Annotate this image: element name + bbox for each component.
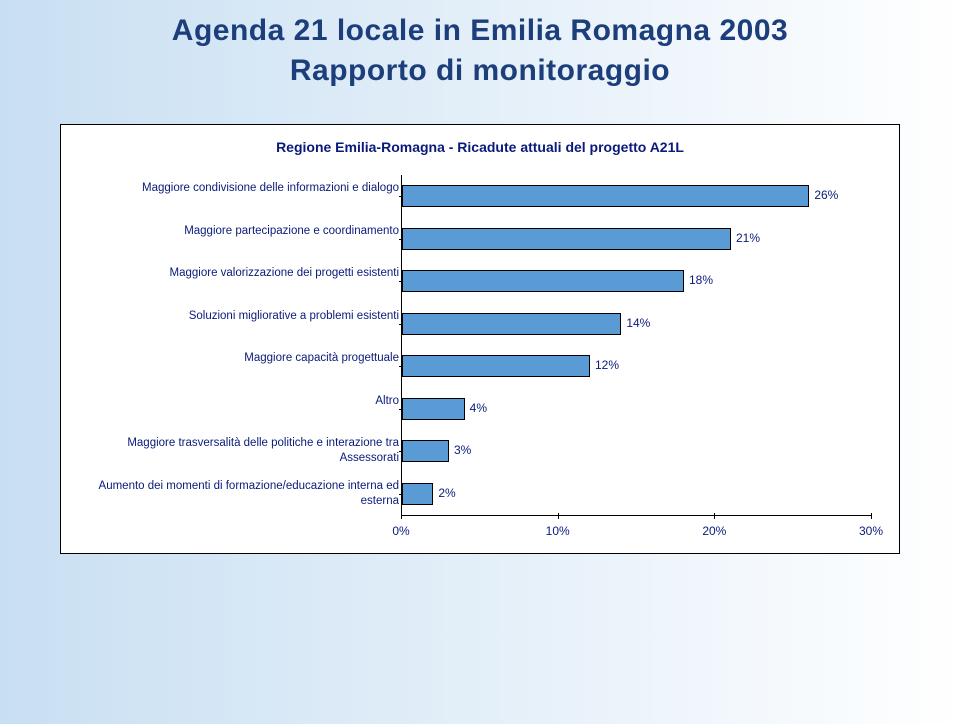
x-tick-label: 10% [546,524,570,538]
slide-title: Agenda 21 locale in Emilia Romagna 2003 … [0,14,960,88]
x-tick-label: 20% [702,524,726,538]
category-label: Soluzioni migliorative a problemi esiste… [89,309,399,324]
bar [402,185,809,207]
value-label: 2% [438,486,455,500]
value-label: 26% [814,188,838,202]
category-label: Aumento dei momenti di formazione/educaz… [89,479,399,509]
x-axis: 0%10%20%30% [401,515,871,516]
category-label: Maggiore capacità progettuale [89,351,399,366]
bar [402,228,731,250]
bar [402,355,590,377]
slide: Agenda 21 locale in Emilia Romagna 2003 … [0,0,960,724]
value-label: 18% [689,273,713,287]
chart-title: Regione Emilia-Romagna - Ricadute attual… [61,139,899,155]
bar [402,270,684,292]
plot-area [401,175,871,515]
value-label: 12% [595,358,619,372]
category-label: Maggiore trasversalità delle politiche e… [89,436,399,466]
chart-container: Regione Emilia-Romagna - Ricadute attual… [60,124,900,554]
title-line-2: Rapporto di monitoraggio [0,54,960,88]
value-label: 3% [454,443,471,457]
x-tick-label: 30% [859,524,883,538]
value-label: 21% [736,231,760,245]
title-line-1: Agenda 21 locale in Emilia Romagna 2003 [172,14,788,47]
x-tick [871,513,872,519]
x-tick-label: 0% [392,524,409,538]
bar [402,398,465,420]
bar [402,483,433,505]
value-label: 14% [626,316,650,330]
category-label: Maggiore valorizzazione dei progetti esi… [89,266,399,281]
category-label: Maggiore partecipazione e coordinamento [89,224,399,239]
bar [402,440,449,462]
category-label: Altro [89,394,399,409]
bar [402,313,621,335]
category-label: Maggiore condivisione delle informazioni… [89,181,399,196]
value-label: 4% [470,401,487,415]
